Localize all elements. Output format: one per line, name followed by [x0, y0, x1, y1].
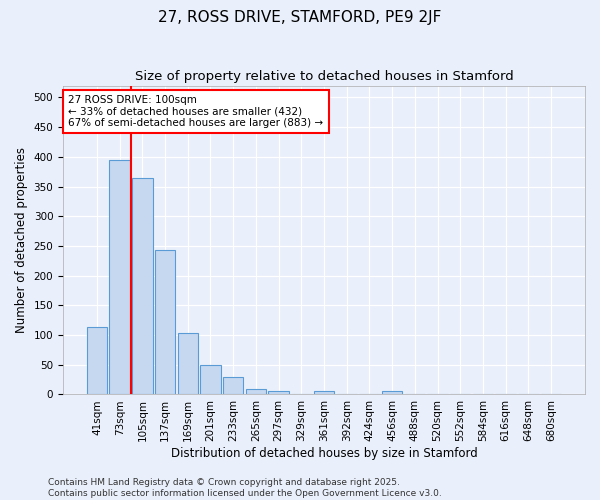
Bar — [245, 388, 266, 394]
Bar — [314, 391, 334, 394]
Text: Contains HM Land Registry data © Crown copyright and database right 2025.
Contai: Contains HM Land Registry data © Crown c… — [48, 478, 442, 498]
Bar — [155, 250, 175, 394]
Bar — [382, 392, 403, 394]
Bar — [268, 392, 289, 394]
Bar — [109, 160, 130, 394]
Bar — [178, 332, 198, 394]
X-axis label: Distribution of detached houses by size in Stamford: Distribution of detached houses by size … — [170, 447, 478, 460]
Bar — [223, 376, 244, 394]
Bar — [200, 365, 221, 394]
Bar — [132, 178, 152, 394]
Text: 27, ROSS DRIVE, STAMFORD, PE9 2JF: 27, ROSS DRIVE, STAMFORD, PE9 2JF — [158, 10, 442, 25]
Y-axis label: Number of detached properties: Number of detached properties — [15, 147, 28, 333]
Text: 27 ROSS DRIVE: 100sqm
← 33% of detached houses are smaller (432)
67% of semi-det: 27 ROSS DRIVE: 100sqm ← 33% of detached … — [68, 95, 323, 128]
Bar — [87, 328, 107, 394]
Title: Size of property relative to detached houses in Stamford: Size of property relative to detached ho… — [134, 70, 514, 83]
